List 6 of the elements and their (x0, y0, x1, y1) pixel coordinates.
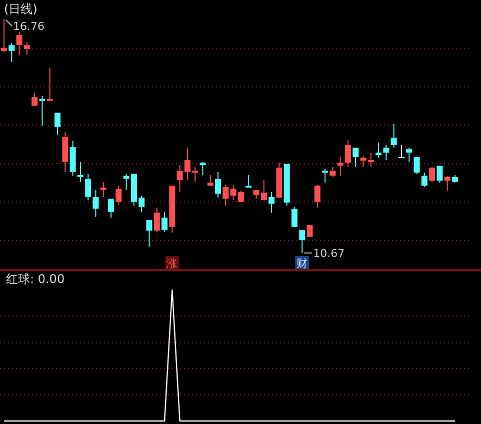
text: 财 (296, 257, 308, 270)
annotation: 10.67 (313, 247, 345, 260)
text: 涨 (166, 257, 178, 270)
annotation: 16.76 (13, 20, 44, 33)
chart-title: (日线) (4, 2, 38, 16)
chart-title: 红球: 0.00 (6, 272, 65, 286)
